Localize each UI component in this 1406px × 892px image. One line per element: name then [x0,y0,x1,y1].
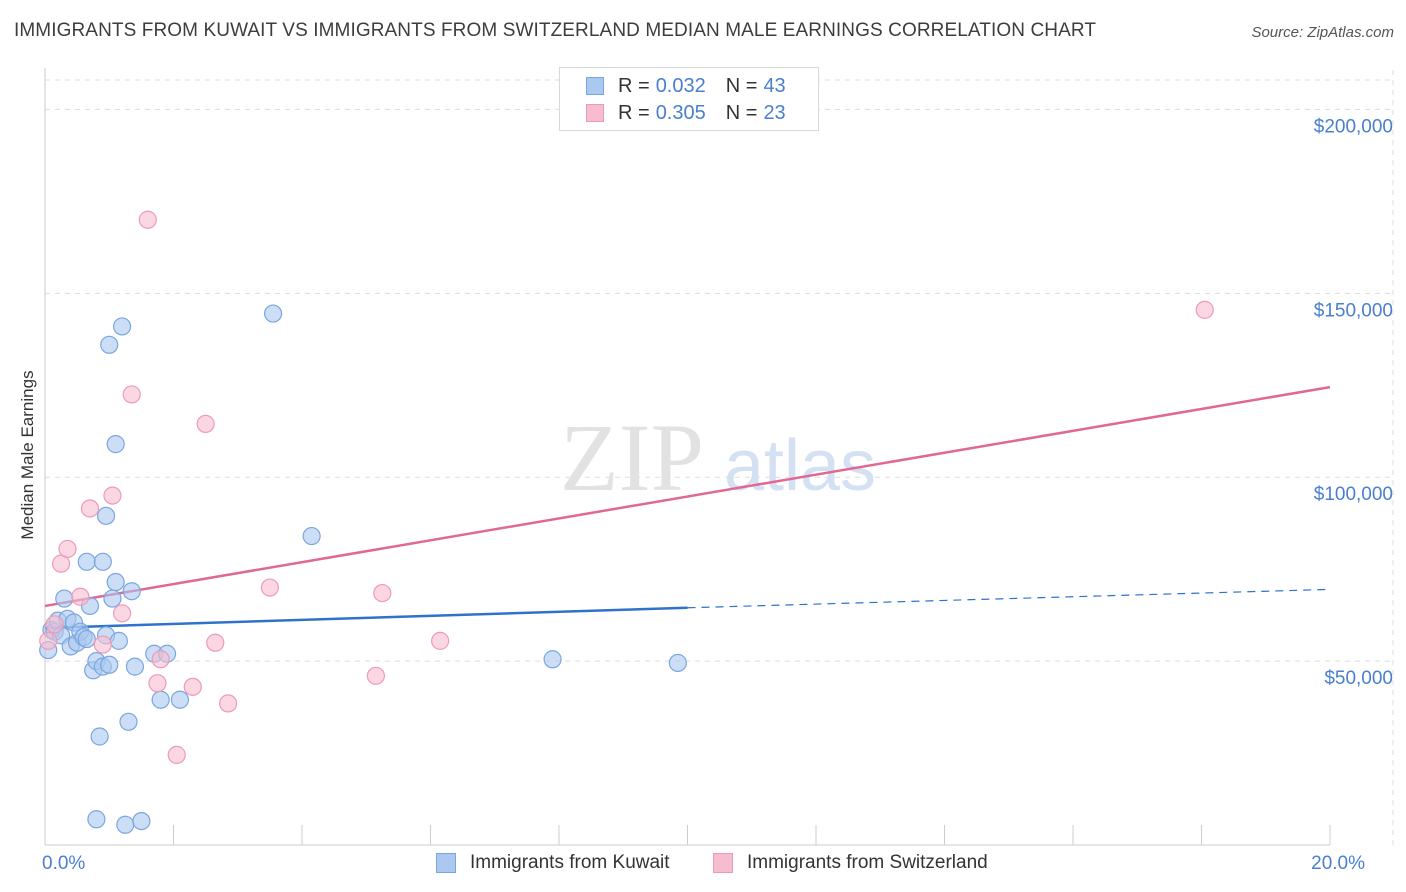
switzerland-point [373,583,392,603]
kuwait-swatch [586,77,604,95]
trend-lines [44,385,1331,630]
kuwait-point [77,552,96,571]
kuwait-point [106,435,125,454]
kuwait-point [96,506,116,525]
legend-n-value: 23 [763,101,786,124]
chart-title: IMMIGRANTS FROM KUWAIT VS IMMIGRANTS FRO… [14,20,1097,41]
kuwait-point [119,712,138,731]
switzerland-legend-label: Immigrants from Switzerland [747,852,988,873]
switzerland-trend-line [44,385,1331,608]
kuwait-point [112,317,132,336]
y-tick-label: $200,000 [1314,116,1393,137]
switzerland-point [45,615,64,634]
switzerland-point [1195,300,1214,319]
legend-r-label: R = [618,101,650,124]
switzerland-point [80,499,100,518]
y-tick-label: $150,000 [1314,300,1393,321]
kuwait-point [100,655,119,674]
kuwait-point [100,335,119,354]
kuwait-point [106,572,125,592]
kuwait-point [302,526,321,546]
kuwait-point [151,690,170,709]
switzerland-point [58,539,77,559]
switzerland-point [112,604,132,623]
y-axis-label: Median Male Earnings [18,370,37,540]
watermark-zip: ZIP [560,404,704,511]
kuwait-point [263,304,283,323]
kuwait-point [87,810,106,829]
switzerland-point [151,650,170,669]
kuwait-point [103,589,122,608]
kuwait-point [93,552,112,571]
switzerland-point [39,631,58,650]
kuwait-point [543,650,562,669]
kuwait-point [109,631,128,650]
kuwait-point [55,589,74,608]
kuwait-point [170,690,190,709]
legend-r-value: 0.305 [655,101,706,124]
switzerland-point [206,633,225,652]
source-label: Source: ZipAtlas.com [1251,24,1394,41]
kuwait-point [132,811,151,831]
legend-n-label: N = [725,74,758,97]
legend-row-kuwait: R = 0.032 N = 43 [586,74,786,98]
switzerland-point [71,587,90,606]
switzerland-point [183,677,202,696]
switzerland-point [122,385,141,404]
kuwait-point [122,582,141,601]
y-tick-label: $50,000 [1324,668,1393,689]
legend-r-label: R = [618,74,650,97]
legend-n-value: 43 [763,74,786,97]
x-tick-label: 20.0% [1311,853,1365,874]
legend-row-switzerland: R = 0.305 N = 23 [586,101,786,125]
bottom-legend-switzerland: Immigrants from Switzerland [713,852,988,874]
watermark: ZIP atlas [560,404,876,511]
x-tick-label: 0.0% [42,853,85,874]
legend-r-value: 0.032 [655,74,706,97]
kuwait-point [125,657,145,676]
switzerland-point [103,486,122,505]
correlation-legend: R = 0.032 N = 43 R = 0.305 N = 23 [559,67,819,131]
kuwait-point [116,815,135,834]
switzerland-point [196,414,215,433]
tick-labels: $50,000 $100,000 $150,000 $200,000 0.0% 20.0% [42,116,1393,874]
switzerland-swatch [586,104,604,122]
switzerland-point [167,745,186,764]
switzerland-point [148,674,167,693]
kuwait-point [77,629,96,649]
switzerland-point [138,210,157,229]
switzerland-point [260,578,279,597]
switzerland-point [93,635,112,654]
switzerland-point [431,631,450,650]
switzerland-point [219,694,238,713]
kuwait-legend-label: Immigrants from Kuwait [470,852,670,873]
kuwait-legend-swatch [436,853,456,873]
switzerland-legend-swatch [713,853,733,873]
bottom-legend-kuwait: Immigrants from Kuwait [436,852,670,874]
legend-n-label: N = [725,101,758,124]
kuwait-trend-line [44,606,688,630]
switzerland-point [366,666,385,685]
kuwait-point [668,653,687,673]
data-points [39,210,1214,834]
kuwait-point [90,727,109,746]
watermark-atlas: atlas [724,426,876,506]
axes [44,68,1331,846]
kuwait-trend-extension [687,588,1331,609]
y-tick-label: $100,000 [1314,484,1393,505]
gridlines [45,70,1395,845]
